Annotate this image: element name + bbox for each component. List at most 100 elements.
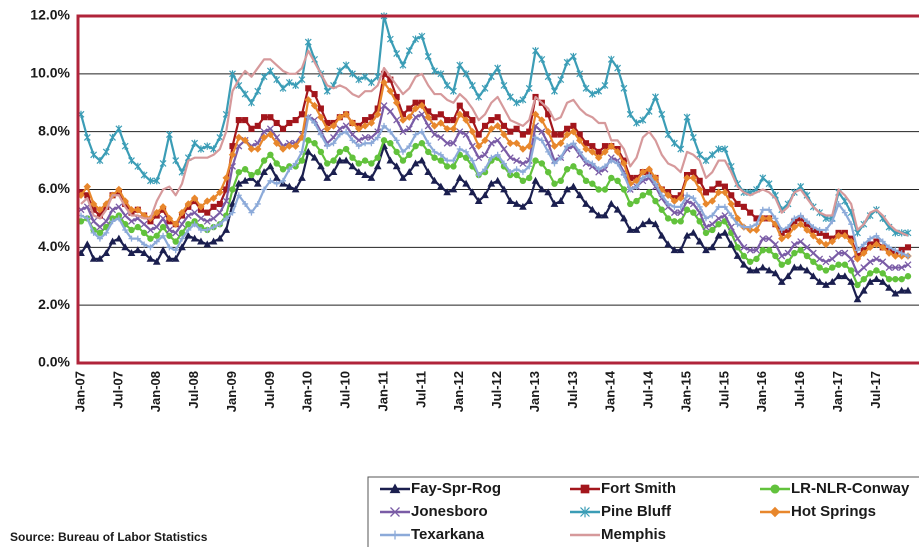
marker xyxy=(904,261,912,269)
marker xyxy=(759,174,767,182)
marker xyxy=(854,247,861,254)
marker xyxy=(657,231,666,239)
marker xyxy=(122,226,129,233)
x-tick-label: Jan-09 xyxy=(224,371,239,412)
marker xyxy=(570,163,577,170)
marker xyxy=(771,240,779,248)
marker xyxy=(436,182,445,190)
marker xyxy=(608,157,615,164)
marker xyxy=(96,235,103,242)
marker xyxy=(234,179,243,187)
marker xyxy=(822,240,830,249)
marker xyxy=(248,171,255,179)
marker xyxy=(658,192,665,199)
marker xyxy=(190,194,199,202)
marker xyxy=(873,267,880,274)
marker xyxy=(607,142,615,150)
marker xyxy=(847,267,855,274)
marker xyxy=(557,177,564,185)
marker xyxy=(671,218,678,225)
marker xyxy=(721,145,729,153)
axes: 0.0% 2.0% 4.0% 6.0% 8.0% 10.0% 12.0% Jan-07 Jul-… xyxy=(30,7,883,413)
marker xyxy=(702,223,710,231)
marker xyxy=(891,289,900,297)
marker xyxy=(607,199,616,207)
marker xyxy=(140,220,148,228)
marker xyxy=(746,258,754,265)
marker xyxy=(336,125,344,133)
marker xyxy=(538,128,546,136)
marker xyxy=(796,263,805,271)
marker xyxy=(481,191,489,199)
marker xyxy=(374,134,381,141)
marker xyxy=(185,226,192,233)
marker xyxy=(280,177,287,184)
marker xyxy=(513,125,520,132)
marker xyxy=(715,221,722,228)
marker xyxy=(695,237,704,245)
marker xyxy=(589,160,596,167)
marker xyxy=(425,140,432,147)
marker xyxy=(835,200,842,207)
marker xyxy=(241,166,249,173)
marker xyxy=(209,237,218,245)
marker xyxy=(872,240,881,249)
legend-label: Fort Smith xyxy=(601,480,676,497)
marker xyxy=(462,131,470,139)
marker xyxy=(766,206,773,213)
marker xyxy=(418,32,426,40)
marker xyxy=(474,197,483,204)
marker xyxy=(563,130,571,139)
marker xyxy=(702,246,710,254)
marker xyxy=(835,249,843,257)
marker xyxy=(765,180,773,188)
marker xyxy=(715,203,722,210)
marker xyxy=(702,156,710,165)
marker xyxy=(310,101,319,110)
marker xyxy=(292,160,299,167)
legend-label: Jonesboro xyxy=(411,503,488,520)
marker xyxy=(335,156,344,164)
marker xyxy=(816,264,823,271)
marker xyxy=(443,188,452,196)
marker xyxy=(449,185,458,193)
marker xyxy=(361,157,369,164)
marker xyxy=(690,209,697,216)
marker xyxy=(702,200,710,208)
marker xyxy=(582,199,590,207)
marker xyxy=(463,111,470,118)
marker xyxy=(134,162,142,170)
marker xyxy=(677,203,684,210)
marker xyxy=(556,197,565,204)
marker xyxy=(159,223,167,231)
marker xyxy=(525,142,533,150)
marker xyxy=(305,137,312,144)
marker xyxy=(702,215,709,222)
marker xyxy=(368,160,375,167)
marker xyxy=(487,125,496,133)
marker xyxy=(866,270,874,277)
marker xyxy=(576,168,583,176)
marker xyxy=(267,177,274,184)
marker xyxy=(816,255,824,263)
marker xyxy=(658,110,666,118)
marker xyxy=(266,125,274,133)
marker xyxy=(809,272,818,280)
marker xyxy=(450,163,457,170)
marker xyxy=(487,139,495,147)
marker xyxy=(241,176,249,184)
marker xyxy=(443,125,451,133)
marker xyxy=(253,179,262,187)
marker xyxy=(330,140,337,147)
marker xyxy=(784,272,792,280)
marker xyxy=(380,102,388,110)
marker xyxy=(424,122,432,130)
marker xyxy=(90,217,98,225)
marker xyxy=(146,254,155,262)
marker xyxy=(147,235,154,242)
marker xyxy=(676,246,685,254)
marker xyxy=(235,192,242,199)
marker xyxy=(191,221,198,228)
legend-marker xyxy=(770,484,780,494)
marker xyxy=(386,107,394,115)
